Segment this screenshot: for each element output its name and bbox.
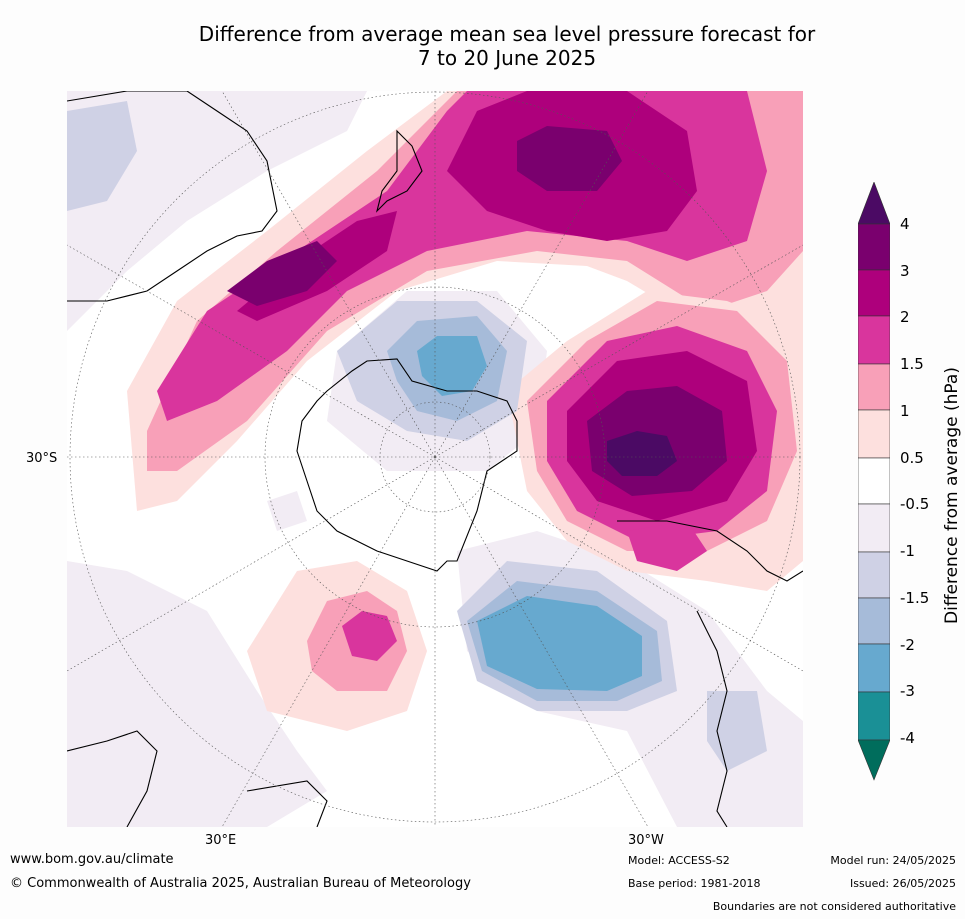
tick-label-30w: 30°W xyxy=(628,833,664,848)
antarctica-coast xyxy=(296,358,518,572)
tick-label-30e: 30°E xyxy=(205,833,237,848)
colorbar-swatch xyxy=(858,409,890,459)
south-america-coast xyxy=(617,520,803,827)
positive-anomaly-south xyxy=(247,561,427,731)
colorbar-label: 1.5 xyxy=(900,355,924,373)
colorbar-label: 0.5 xyxy=(900,449,924,467)
negative-anomaly-region xyxy=(67,101,137,211)
colorbar-swatch xyxy=(858,223,890,271)
colorbar-swatch xyxy=(858,597,890,645)
footer-model: Model: ACCESS-S2 xyxy=(628,854,730,867)
colorbar-swatch xyxy=(858,691,890,741)
colorbar-label: 1 xyxy=(900,402,910,420)
negative-anomaly-south xyxy=(457,561,677,711)
footer-disclaimer: Boundaries are not considered authoritat… xyxy=(712,900,956,913)
colorbar-extend-bottom xyxy=(858,739,890,781)
positive-anomaly-east xyxy=(507,291,803,591)
colorbar-label: 4 xyxy=(900,215,910,233)
colorbar-label: -4 xyxy=(900,729,915,747)
pressure-anomaly-map xyxy=(67,91,803,827)
negative-anomaly-central xyxy=(337,301,527,441)
colorbar-swatch xyxy=(858,551,890,599)
colorbar-swatch xyxy=(858,269,890,317)
colorbar-label: -1 xyxy=(900,542,915,560)
colorbar-swatch xyxy=(858,315,890,365)
map-title: Difference from average mean sea level p… xyxy=(0,22,965,70)
footer-base-period: Base period: 1981-2018 xyxy=(628,877,761,890)
colorbar-label: -2 xyxy=(900,636,915,654)
footer-url[interactable]: www.bom.gov.au/climate xyxy=(10,852,174,867)
colorbar-label: -1.5 xyxy=(900,589,930,607)
colorbar-swatch xyxy=(858,643,890,693)
colorbar-label: -3 xyxy=(900,682,915,700)
colorbar-swatch xyxy=(858,363,890,411)
colorbar-label: -0.5 xyxy=(900,495,930,513)
colorbar-swatch xyxy=(858,503,890,553)
colorbar-label: 2 xyxy=(900,308,910,326)
colorbar xyxy=(858,182,890,781)
colorbar-swatch xyxy=(858,457,890,505)
title-line-2: 7 to 20 June 2025 xyxy=(417,46,597,70)
graticule xyxy=(67,91,803,827)
footer-issued: Issued: 26/05/2025 xyxy=(849,877,956,890)
title-line-1: Difference from average mean sea level p… xyxy=(198,22,816,46)
footer-copyright: © Commonwealth of Australia 2025, Austra… xyxy=(10,876,471,891)
tick-label-30s: 30°S xyxy=(26,451,58,466)
colorbar-label: 3 xyxy=(900,262,910,280)
australia-coast xyxy=(67,91,278,302)
colorbar-extend-top xyxy=(858,182,890,225)
coastlines xyxy=(67,91,803,827)
new-zealand-coast xyxy=(375,129,423,213)
footer-model-run: Model run: 24/05/2025 xyxy=(830,854,956,867)
positive-anomaly-north xyxy=(127,91,803,511)
colorbar-title: Difference from average (hPa) xyxy=(942,367,962,624)
